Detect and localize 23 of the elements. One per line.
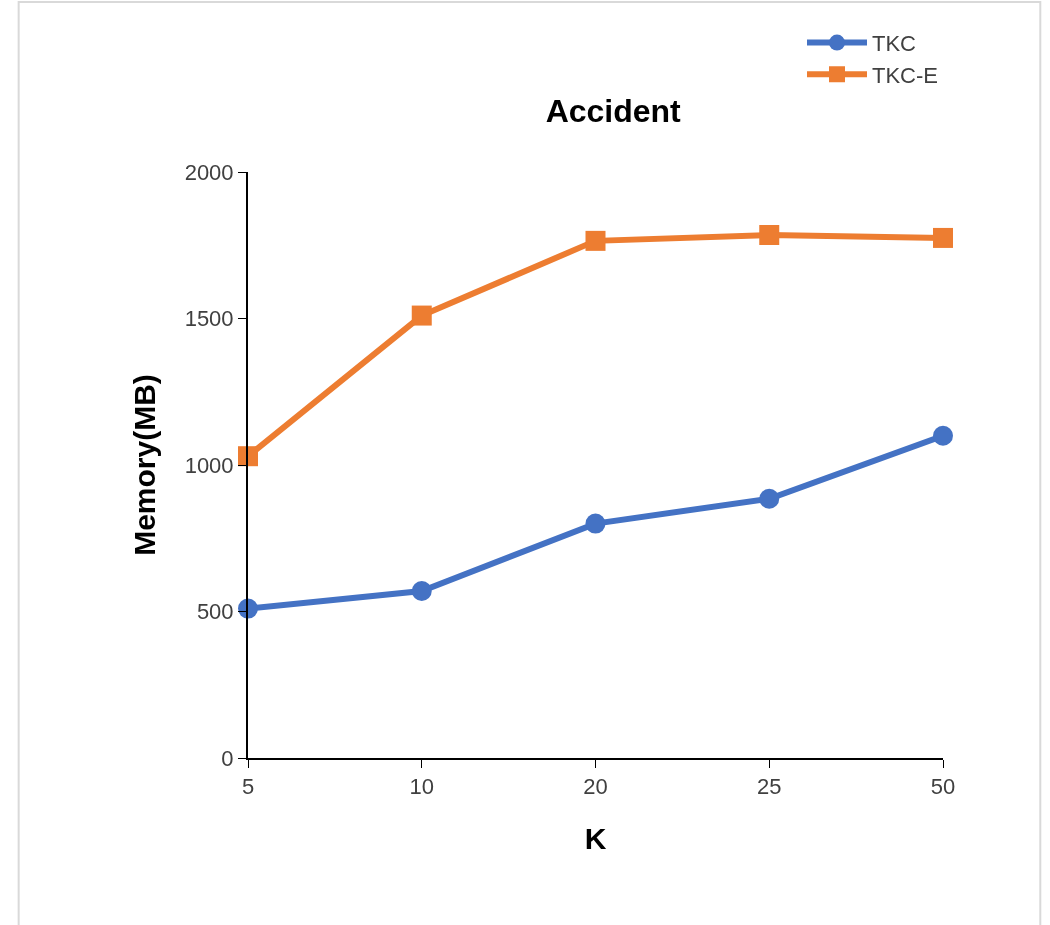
- point: [411, 580, 432, 601]
- x-tick-label: 50: [930, 774, 956, 800]
- point: [759, 488, 780, 509]
- chart-title: Accident: [545, 93, 682, 130]
- y-axis-title: Memory(MB): [128, 374, 162, 556]
- x-tick-label: 10: [409, 774, 434, 800]
- x-axis-title: K: [584, 822, 607, 856]
- y-tick-label: 1000: [184, 452, 234, 478]
- point: [585, 513, 606, 534]
- y-tick-label: 2000: [184, 159, 234, 185]
- y-tick-label: 1500: [184, 306, 234, 332]
- x-tick-label: 25: [757, 774, 782, 800]
- point: [759, 225, 780, 245]
- point: [411, 305, 432, 326]
- point: [585, 230, 606, 251]
- legend-label: TKC: [872, 31, 917, 57]
- legend-label: TKC-E: [872, 62, 938, 88]
- y-tick-label: 0: [221, 745, 234, 771]
- y-tick-label: 500: [196, 599, 234, 625]
- x-tick-label: 20: [583, 774, 608, 800]
- point: [933, 425, 953, 446]
- point: [933, 227, 953, 248]
- x-tick-label: 5: [241, 774, 255, 800]
